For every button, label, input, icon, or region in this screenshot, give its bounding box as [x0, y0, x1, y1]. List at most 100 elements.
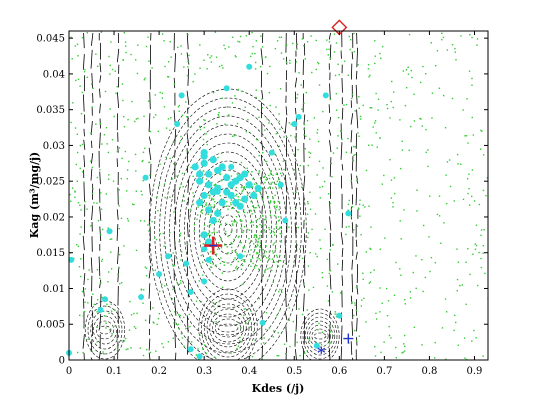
contour-streak: [303, 293, 305, 312]
bg-point: [109, 108, 111, 110]
bg-point: [258, 297, 261, 300]
bg-point: [381, 45, 384, 48]
bg-point: [118, 147, 121, 149]
bg-point: [333, 33, 336, 35]
cyan-point: [138, 294, 145, 301]
bg-point: [263, 252, 265, 255]
bg-point: [236, 254, 239, 257]
bg-point: [327, 54, 329, 56]
bg-point: [259, 234, 261, 237]
bg-point: [288, 319, 290, 321]
bg-point: [385, 287, 388, 290]
bg-point: [101, 228, 104, 231]
contour-streak: [356, 317, 358, 332]
bg-point: [157, 130, 160, 133]
bg-point: [240, 327, 242, 329]
bg-point: [230, 246, 233, 249]
bg-point: [250, 258, 252, 261]
bg-point: [308, 156, 311, 159]
bg-point: [254, 61, 257, 64]
contour-ring: [159, 106, 297, 354]
bg-point: [209, 224, 211, 226]
bg-point: [308, 138, 311, 140]
bg-point: [199, 44, 201, 46]
bg-point: [283, 58, 285, 60]
bg-point: [197, 214, 199, 216]
contour-ring: [93, 315, 117, 345]
bg-point: [457, 261, 460, 263]
bg-point: [208, 231, 211, 233]
bg-point: [250, 265, 252, 268]
bg-point: [111, 332, 113, 335]
bg-point: [482, 355, 484, 357]
bg-point: [456, 290, 458, 292]
bg-point: [130, 53, 132, 56]
bg-point: [202, 274, 204, 276]
contour-streak: [341, 107, 344, 120]
contour-streak: [356, 284, 359, 295]
bg-point: [329, 330, 331, 333]
cyan-point: [183, 260, 190, 267]
bg-point: [277, 355, 280, 357]
bg-point: [92, 87, 94, 89]
bg-point: [108, 329, 111, 331]
bg-point: [377, 98, 380, 100]
bg-point: [240, 241, 242, 244]
bg-point: [215, 220, 218, 223]
bg-point: [301, 257, 304, 260]
bg-point: [153, 322, 155, 324]
bg-point: [358, 203, 361, 206]
bg-point: [70, 121, 72, 124]
bg-point: [327, 193, 330, 195]
bg-point: [216, 123, 218, 125]
contour-streak: [149, 255, 152, 264]
bg-point: [261, 46, 264, 48]
bg-point: [356, 225, 359, 227]
bg-point: [272, 252, 274, 254]
bg-point: [295, 207, 297, 209]
bg-point: [72, 187, 74, 189]
contour-streak: [148, 136, 152, 145]
x-tick-label: 0.9: [467, 366, 483, 377]
bg-point: [350, 208, 353, 210]
bg-point: [179, 186, 181, 188]
bg-point: [169, 231, 171, 234]
bg-point: [438, 195, 441, 197]
bg-point: [87, 302, 89, 304]
cluster-point: [196, 170, 204, 178]
bg-point: [272, 181, 274, 184]
bg-point: [199, 125, 201, 128]
bg-point: [298, 308, 300, 310]
bg-point: [323, 180, 326, 183]
bg-point: [195, 300, 198, 302]
bg-point: [154, 94, 156, 96]
bg-point: [226, 246, 228, 248]
bg-point: [315, 253, 317, 255]
bg-point: [142, 151, 145, 154]
bg-point: [269, 267, 271, 269]
bg-point: [69, 193, 71, 196]
bg-point: [314, 213, 317, 215]
bg-point: [213, 231, 215, 233]
bg-point: [277, 220, 280, 222]
contour-streak: [186, 147, 189, 163]
bg-point: [95, 123, 97, 125]
bg-point: [256, 218, 259, 221]
bg-point: [240, 223, 243, 225]
bg-point: [379, 137, 381, 139]
bg-point: [301, 186, 303, 188]
bg-point: [245, 131, 248, 133]
bg-point: [210, 55, 213, 57]
bg-point: [264, 269, 266, 271]
bg-point: [90, 132, 92, 134]
contour-streak: [285, 325, 288, 343]
bg-point: [279, 88, 282, 90]
bg-point: [162, 232, 165, 235]
contour-streak: [295, 314, 298, 332]
bg-point: [305, 91, 308, 94]
blue-star-marker: *: [317, 343, 326, 362]
bg-point: [311, 228, 313, 231]
bg-point: [266, 72, 269, 75]
contour-ring: [217, 323, 239, 333]
bg-point: [273, 242, 275, 244]
